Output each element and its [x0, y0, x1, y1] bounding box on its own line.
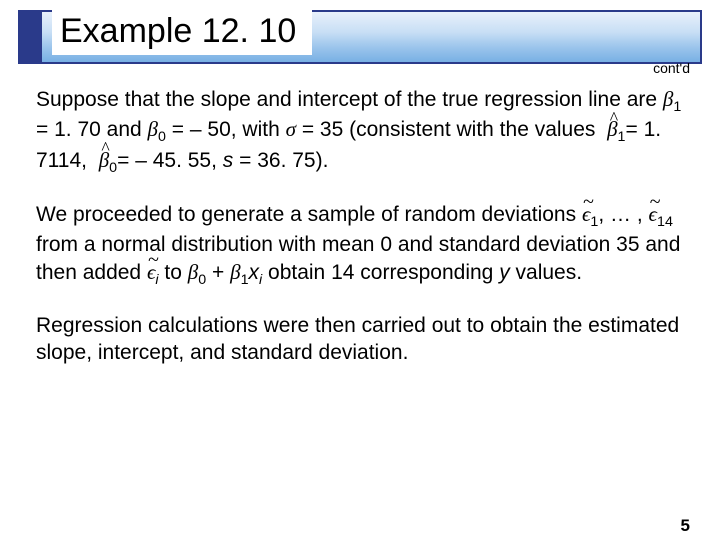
slide-body: Suppose that the slope and intercept of … — [0, 64, 720, 367]
title-bar: Example 12. 10 — [18, 10, 702, 64]
sd-value: 35 — [616, 233, 639, 256]
beta0-value: – 50 — [190, 118, 231, 141]
beta1-value: 1. 70 — [54, 118, 101, 141]
n-samples: 14 — [657, 215, 673, 231]
bhat0-value: – 45. 55 — [135, 149, 211, 172]
page-number: 5 — [681, 516, 690, 536]
contd-label: cont'd — [653, 60, 690, 76]
mean-value: 0 — [380, 233, 392, 256]
s-value: 36. 75 — [257, 149, 315, 172]
paragraph-2: We proceeded to generate a sample of ran… — [36, 201, 684, 289]
bhat1-value: 1. 7114 — [36, 118, 661, 171]
paragraph-1: Suppose that the slope and intercept of … — [36, 86, 684, 177]
slide-title: Example 12. 10 — [52, 10, 312, 55]
sigma-value: 35 — [320, 118, 343, 141]
paragraph-3: Regression calculations were then carrie… — [36, 313, 684, 367]
title-accent-tab — [18, 10, 42, 64]
